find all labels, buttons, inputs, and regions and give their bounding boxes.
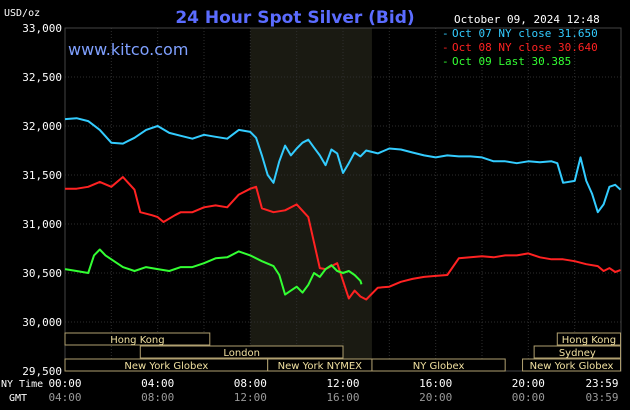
x-tick-label-gmt: 12:00 [234,391,267,404]
legend: - Oct 07 NY close 31.650- Oct 08 NY close … [442,27,598,68]
session-label: NY Globex [413,361,465,372]
session-box [556,332,622,346]
x-tick-label-gmt: 16:00 [326,391,359,404]
session-label: Hong Kong [110,335,164,346]
legend-entry-0: Oct 07 NY close 31.650 [452,27,598,40]
x-tick-label-ny: 20:00 [512,377,545,390]
x-tick-label-ny: 23:59 [585,377,618,390]
session-box [533,345,622,359]
series-line-0 [64,117,622,214]
x-axis-label-ny-time: NY Time [1,379,43,390]
legend-entry-2: Oct 09 Last 30.385 [452,55,571,68]
session-box [371,358,506,372]
x-tick-label-ny: 00:00 [48,377,81,390]
y-tick-label: 31,500 [22,169,62,182]
y-tick-label: 30,500 [22,267,62,280]
kitco-watermark: www.kitco.com [68,40,188,59]
session-box [522,358,622,372]
legend-marker: - [442,27,449,40]
session-label: New York Globex [530,361,614,372]
legend-marker: - [442,55,449,68]
x-tick-label-ny: 12:00 [326,377,359,390]
x-tick-label-gmt: 04:00 [48,391,81,404]
session-label: New York Globex [124,361,208,372]
x-tick-label-ny: 04:00 [141,377,174,390]
y-tick-label: 31,000 [22,218,62,231]
x-axis-ticks: 00:00 04:00 08:00 12:00 16:00 20:00 23:5904:00… [48,377,618,404]
y-tick-label: 30,000 [22,316,62,329]
legend-marker: - [442,41,449,54]
legend-entry-1: Oct 08 NY close 30.640 [452,41,598,54]
session-box [64,332,211,346]
y-tick-label: 33,000 [22,22,62,35]
x-tick-label-gmt: 00:00 [512,391,545,404]
session-label: New York NYMEX [278,361,363,372]
series-lines [64,117,622,301]
chart-title: 24 Hour Spot Silver (Bid) [175,8,414,28]
x-tick-label-ny: 16:00 [419,377,452,390]
y-axis-unit: USD/oz [4,8,40,19]
y-tick-label: 32,500 [22,71,62,84]
session-label: Sydney [559,348,596,359]
x-tick-label-ny: 08:00 [234,377,267,390]
x-tick-label-gmt: 03:59 [585,391,618,404]
timestamp: October 09, 2024 12:48 [454,13,600,26]
series-line-2 [64,248,363,296]
y-tick-label: 29,500 [22,365,62,378]
x-tick-label-gmt: 08:00 [141,391,174,404]
x-axis-label-gmt: GMT [9,393,27,404]
y-axis-ticks: 33,000 32,500 32,000 31,500 31,000 30,500 30,0… [22,22,62,378]
session-label: Hong Kong [562,335,616,346]
nymex-session-shading [250,28,372,371]
trading-sessions: Hong Kong London New York Globex New York N… [64,332,622,372]
grid-lines [64,27,622,372]
x-tick-label-gmt: 20:00 [419,391,452,404]
y-tick-label: 32,000 [22,120,62,133]
session-label: London [223,348,260,359]
session-box [139,345,344,359]
